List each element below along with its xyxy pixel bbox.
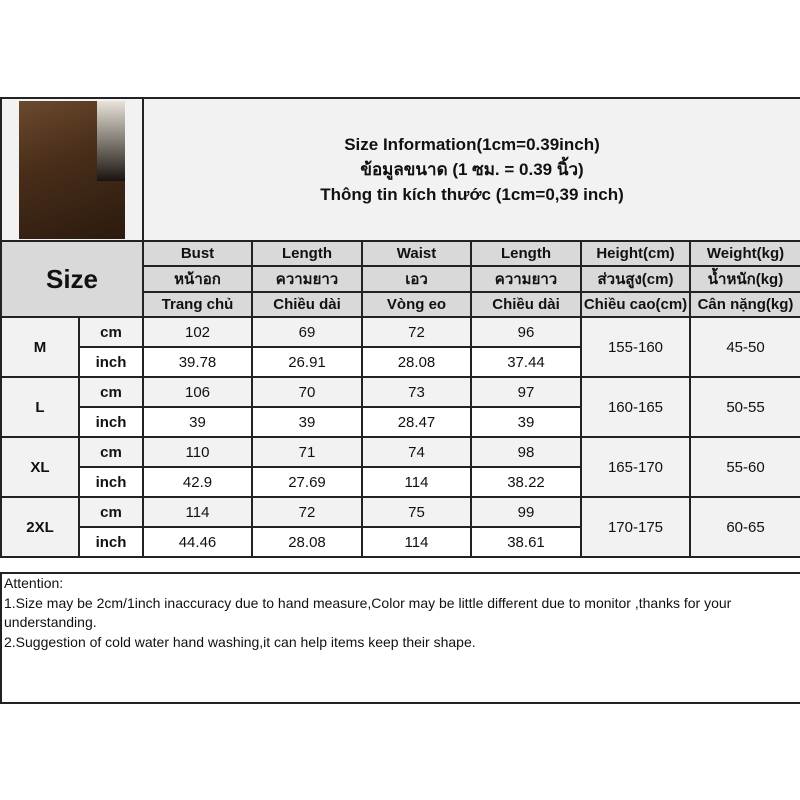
weight-cell: 45-50 xyxy=(689,316,800,378)
column-header: Vòng eo xyxy=(361,291,472,318)
column-header: Bust xyxy=(142,240,253,267)
column-header: Waist xyxy=(361,240,472,267)
size-label: L xyxy=(0,376,80,438)
measure-cell: 69 xyxy=(251,316,363,348)
measure-cell: 44.46 xyxy=(142,526,253,558)
measure-cell: 74 xyxy=(361,436,472,468)
measure-cell: 39 xyxy=(251,406,363,438)
size-label: 2XL xyxy=(0,496,80,558)
column-header: น้ำหนัก(kg) xyxy=(689,265,800,293)
height-cell: 155-160 xyxy=(580,316,691,378)
table-row: XL cm 110 71 74 98 165-170 55-60 xyxy=(0,436,800,498)
unit-label: cm xyxy=(78,316,144,348)
measure-cell: 42.9 xyxy=(142,466,253,498)
measure-cell: 39.78 xyxy=(142,346,253,378)
column-header: Cân nặng(kg) xyxy=(689,291,800,318)
measure-cell: 70 xyxy=(251,376,363,408)
measure-cell: 37.44 xyxy=(470,346,582,378)
unit-label: inch xyxy=(78,346,144,378)
title-en: Size Information(1cm=0.39inch) xyxy=(344,135,600,154)
measure-cell: 28.47 xyxy=(361,406,472,438)
column-header: Weight(kg) xyxy=(689,240,800,267)
product-image-cell xyxy=(0,97,144,242)
measure-cell: 114 xyxy=(361,526,472,558)
note-2: 2.Suggestion of cold water hand washing,… xyxy=(4,633,476,650)
unit-label: inch xyxy=(78,466,144,498)
unit-label: cm xyxy=(78,496,144,528)
measure-cell: 38.61 xyxy=(470,526,582,558)
measure-cell: 98 xyxy=(470,436,582,468)
column-header: เอว xyxy=(361,265,472,293)
measure-cell: 102 xyxy=(142,316,253,348)
measure-cell: 28.08 xyxy=(251,526,363,558)
measure-cell: 28.08 xyxy=(361,346,472,378)
measure-cell: 71 xyxy=(251,436,363,468)
height-cell: 160-165 xyxy=(580,376,691,438)
weight-cell: 60-65 xyxy=(689,496,800,558)
attention-notes: Attention: 1.Size may be 2cm/1inch inacc… xyxy=(0,572,800,704)
measure-cell: 27.69 xyxy=(251,466,363,498)
title-cell: Size Information(1cm=0.39inch) ข้อมูลขนา… xyxy=(142,97,800,242)
unit-label: cm xyxy=(78,376,144,408)
column-header: Height(cm) xyxy=(580,240,691,267)
measure-cell: 114 xyxy=(361,466,472,498)
title-vi: Thông tin kích thước (1cm=0,39 inch) xyxy=(320,185,624,204)
measure-cell: 39 xyxy=(470,406,582,438)
unit-label: cm xyxy=(78,436,144,468)
table-row: 2XL cm 114 72 75 99 170-175 60-65 xyxy=(0,496,800,558)
measure-cell: 114 xyxy=(142,496,253,528)
measure-cell: 39 xyxy=(142,406,253,438)
measure-cell: 26.91 xyxy=(251,346,363,378)
measure-cell: 38.22 xyxy=(470,466,582,498)
measure-cell: 97 xyxy=(470,376,582,408)
measure-cell: 110 xyxy=(142,436,253,468)
size-label: M xyxy=(0,316,80,378)
column-header: Chiều dài xyxy=(470,291,582,318)
column-header: Chiều cao(cm) xyxy=(580,291,691,318)
column-header: หน้าอก xyxy=(142,265,253,293)
product-photo xyxy=(19,100,125,239)
unit-label: inch xyxy=(78,526,144,558)
column-header: ส่วนสูง(cm) xyxy=(580,265,691,293)
size-label: XL xyxy=(0,436,80,498)
note-1: 1.Size may be 2cm/1inch inaccuracy due t… xyxy=(4,594,732,631)
table-row: inch 39 39 28.47 39 xyxy=(1,406,800,438)
size-chart: Size Information(1cm=0.39inch) ข้อมูลขนา… xyxy=(0,97,800,558)
size-table: Size Information(1cm=0.39inch) ข้อมูลขนา… xyxy=(0,97,800,558)
height-cell: 165-170 xyxy=(580,436,691,498)
measure-cell: 72 xyxy=(361,316,472,348)
measure-cell: 75 xyxy=(361,496,472,528)
unit-label: inch xyxy=(78,406,144,438)
table-row: inch 44.46 28.08 114 38.61 xyxy=(1,526,800,558)
notes-heading: Attention: xyxy=(4,575,64,591)
column-header: Trang chủ xyxy=(142,291,253,318)
size-header: Size xyxy=(0,240,144,318)
height-cell: 170-175 xyxy=(580,496,691,558)
weight-cell: 55-60 xyxy=(689,436,800,498)
measure-cell: 96 xyxy=(470,316,582,348)
weight-cell: 50-55 xyxy=(689,376,800,438)
title-th: ข้อมูลขนาด (1 ซม. = 0.39 นิ้ว) xyxy=(360,160,584,179)
table-row: inch 39.78 26.91 28.08 37.44 xyxy=(1,346,800,378)
measure-cell: 106 xyxy=(142,376,253,408)
column-header: ความยาว xyxy=(251,265,363,293)
table-row: inch 42.9 27.69 114 38.22 xyxy=(1,466,800,498)
measure-cell: 72 xyxy=(251,496,363,528)
column-header: Chiều dài xyxy=(251,291,363,318)
column-header: Length xyxy=(251,240,363,267)
column-header: ความยาว xyxy=(470,265,582,293)
column-header: Length xyxy=(470,240,582,267)
measure-cell: 99 xyxy=(470,496,582,528)
measure-cell: 73 xyxy=(361,376,472,408)
